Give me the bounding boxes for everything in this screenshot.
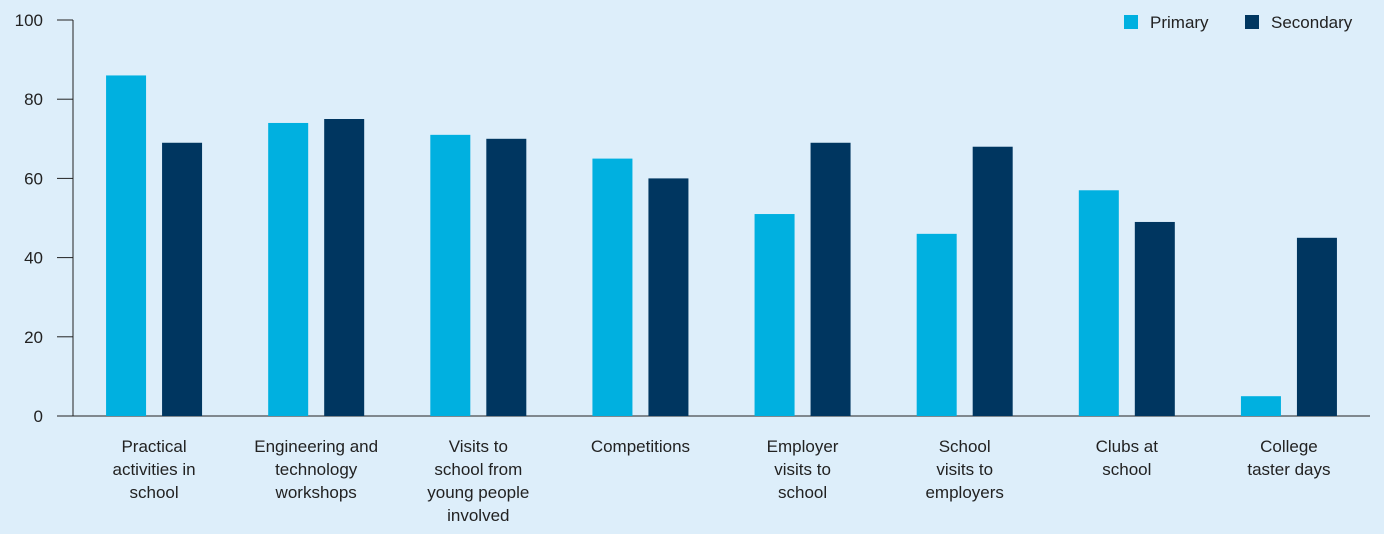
- category-label: Practical activities in school: [112, 437, 195, 502]
- category-label-line: technology: [275, 460, 358, 479]
- category-label-line: activities in: [112, 460, 195, 479]
- category-label-line: visits to: [774, 460, 831, 479]
- bar-secondary: [1296, 237, 1337, 416]
- category-label-line: workshops: [275, 483, 357, 502]
- y-tick-label: 0: [34, 407, 43, 426]
- legend: Primary Secondary: [1124, 13, 1353, 32]
- category-label-line: visits to: [936, 460, 993, 479]
- legend-label-primary: Primary: [1150, 13, 1209, 32]
- y-tick-label: 100: [15, 11, 43, 30]
- category-label-line: taster days: [1247, 460, 1330, 479]
- bar-primary: [430, 134, 471, 416]
- bars-group: [106, 75, 1337, 417]
- category-label-line: Clubs at: [1096, 437, 1159, 456]
- category-label-line: Practical: [121, 437, 186, 456]
- category-label-line: school from: [434, 460, 522, 479]
- y-tick-label: 40: [24, 249, 43, 268]
- category-label-line: Visits to: [449, 437, 508, 456]
- bar-secondary: [1134, 221, 1175, 416]
- y-tick-label: 20: [24, 328, 43, 347]
- bar-primary: [916, 233, 957, 416]
- bar-secondary: [324, 119, 365, 416]
- category-labels: Practical activities in school Engineering …: [112, 437, 1330, 525]
- bar-secondary: [162, 142, 203, 416]
- bar-secondary: [486, 138, 527, 417]
- y-axis-ticks: 0 20 40 60 80 100: [15, 11, 73, 426]
- category-label-line: School: [939, 437, 991, 456]
- bar-primary: [754, 214, 795, 416]
- y-tick-label: 80: [24, 90, 43, 109]
- category-label: Clubs at school: [1096, 437, 1159, 479]
- bar-primary: [106, 75, 147, 416]
- category-label: Employer visits to school: [767, 437, 839, 502]
- bar-primary: [1240, 396, 1281, 416]
- category-label-line: Competitions: [591, 437, 690, 456]
- category-label-line: school: [129, 483, 178, 502]
- category-label-line: school: [778, 483, 827, 502]
- category-label-line: young people: [427, 483, 529, 502]
- category-label-line: College: [1260, 437, 1318, 456]
- category-label: Competitions: [591, 437, 690, 456]
- bar-secondary: [972, 146, 1013, 416]
- category-label-line: Employer: [767, 437, 839, 456]
- category-label: Engineering and technology workshops: [254, 437, 378, 502]
- category-label-line: employers: [925, 483, 1003, 502]
- y-tick-label: 60: [24, 169, 43, 188]
- bar-primary: [1078, 190, 1119, 416]
- category-label-line: involved: [447, 506, 509, 525]
- category-label-line: Engineering and: [254, 437, 378, 456]
- category-label: Visits to school from young people involved: [427, 437, 529, 525]
- category-label: School visits to employers: [925, 437, 1003, 502]
- bar-primary: [268, 122, 309, 417]
- bar-secondary: [648, 178, 689, 416]
- category-label-line: school: [1102, 460, 1151, 479]
- bar-primary: [592, 158, 633, 416]
- bar-secondary: [810, 142, 851, 416]
- category-label: College taster days: [1247, 437, 1330, 479]
- legend-swatch-primary: [1124, 15, 1138, 29]
- legend-label-secondary: Secondary: [1271, 13, 1353, 32]
- legend-swatch-secondary: [1245, 15, 1259, 29]
